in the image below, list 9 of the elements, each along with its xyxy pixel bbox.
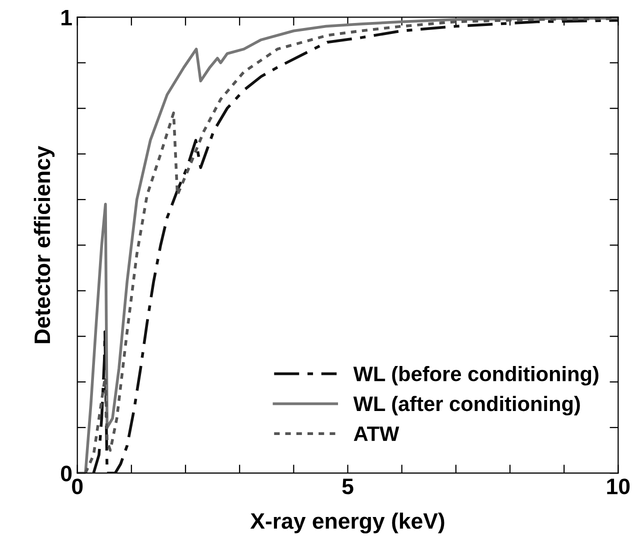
- x-tick-label: 5: [342, 478, 354, 494]
- x-tick-label: 10: [607, 478, 630, 494]
- legend-label: ATW: [354, 426, 400, 441]
- y-tick-label: 1: [62, 10, 72, 26]
- legend-label: WL (after conditioning): [353, 396, 580, 416]
- x-axis-title: X-ray energy (keV): [250, 512, 444, 534]
- y-axis-title: Detector efficiency: [34, 146, 55, 344]
- legend-label: WL (before conditioning): [353, 366, 598, 386]
- x-tick-label: 0: [72, 478, 83, 494]
